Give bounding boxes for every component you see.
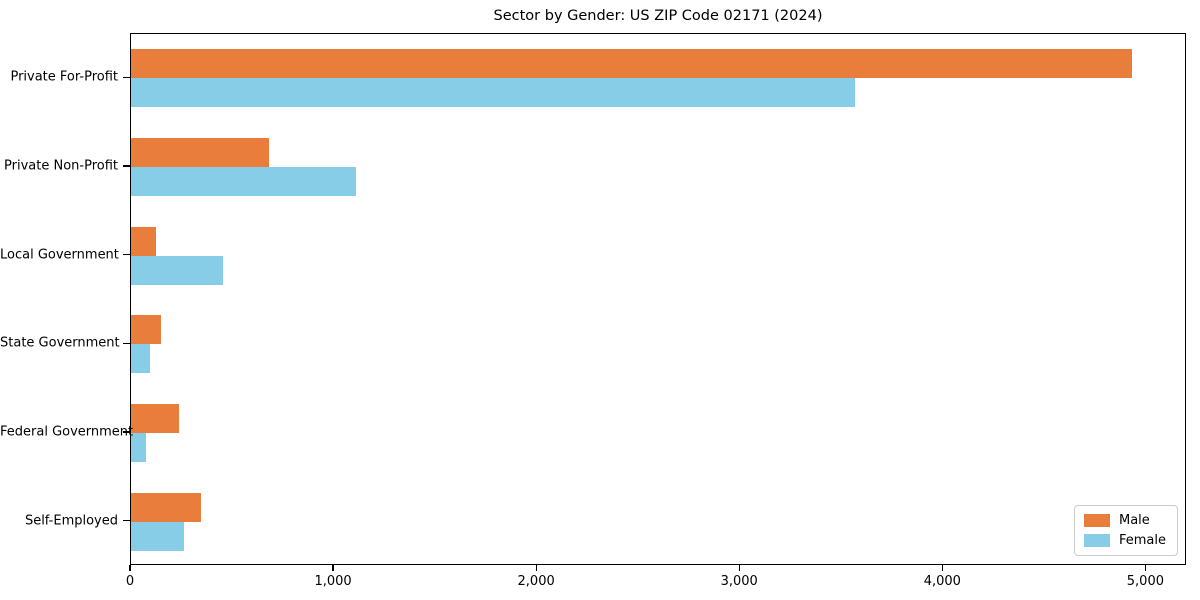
bar-male [131, 403, 180, 433]
bar-pair [131, 492, 1185, 551]
x-tick-label: 3,000 [720, 574, 758, 589]
x-tick-mark [129, 565, 131, 571]
bar-male [131, 49, 1133, 79]
category-row [131, 211, 1185, 300]
y-tick-mark [123, 431, 130, 433]
x-tick-label: 2,000 [517, 574, 555, 589]
x-tick-label: 1,000 [314, 574, 352, 589]
bar-female [131, 78, 855, 108]
x-tick-mark [535, 565, 537, 571]
y-tick-mark [123, 76, 130, 78]
x-tick-mark [1144, 565, 1146, 571]
legend-label: Male [1118, 513, 1150, 528]
bar-female [131, 521, 185, 551]
legend-swatch-female [1083, 534, 1110, 547]
category-row [131, 389, 1185, 478]
y-tick-label: Private For-Profit [10, 69, 118, 85]
legend-entry-female: Female [1083, 533, 1166, 548]
chart-title: Sector by Gender: US ZIP Code 02171 (202… [493, 8, 823, 24]
legend: Male Female [1073, 505, 1178, 556]
y-tick-label: Private Non-Profit [4, 158, 118, 174]
x-tick-mark [738, 565, 740, 571]
x-tick-label: 4,000 [923, 574, 961, 589]
bar-pair [131, 49, 1185, 108]
y-tick-label: Federal Government [0, 424, 134, 440]
legend-entry-male: Male [1083, 513, 1166, 528]
bar-male [131, 315, 161, 345]
bar-female [131, 432, 146, 462]
legend-swatch-male [1083, 514, 1110, 527]
legend-label: Female [1118, 533, 1166, 548]
x-tick-mark [941, 565, 943, 571]
bar-male [131, 226, 157, 256]
category-row [131, 300, 1185, 389]
x-tick-label: 0 [125, 574, 135, 589]
bar-female [131, 255, 224, 285]
y-tick-mark [123, 520, 130, 522]
plot-area: Male Female [130, 33, 1186, 565]
y-tick-mark [123, 165, 130, 167]
bar-pair [131, 137, 1185, 196]
category-row [131, 123, 1185, 212]
bar-female [131, 344, 150, 374]
category-row [131, 34, 1185, 123]
y-tick-label: Self-Employed [24, 513, 118, 529]
y-tick-mark [123, 342, 130, 344]
y-tick-label: State Government [0, 335, 120, 351]
x-tick-mark [332, 565, 334, 571]
bar-pair [131, 226, 1185, 285]
bar-male [131, 137, 269, 167]
bar-pair [131, 403, 1185, 462]
x-tick-label: 5,000 [1126, 574, 1164, 589]
y-tick-label: Local Government [0, 247, 119, 263]
bar-male [131, 492, 201, 522]
bar-pair [131, 315, 1185, 374]
bar-female [131, 166, 356, 196]
category-row [131, 477, 1185, 566]
y-tick-mark [123, 254, 130, 256]
